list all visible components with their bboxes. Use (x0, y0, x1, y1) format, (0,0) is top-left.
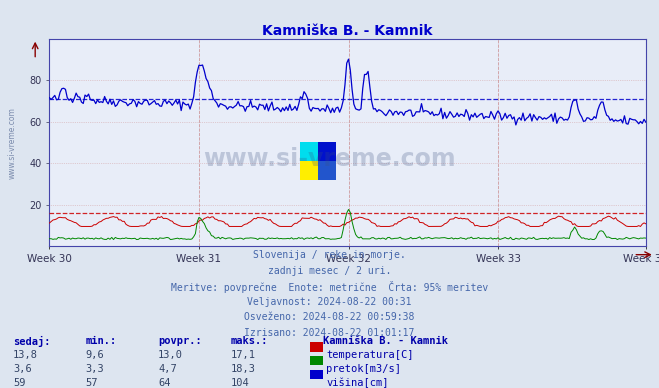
Title: Kamniška B. - Kamnik: Kamniška B. - Kamnik (262, 24, 433, 38)
Text: 13,0: 13,0 (158, 350, 183, 360)
Text: 104: 104 (231, 378, 249, 388)
Text: 18,3: 18,3 (231, 364, 256, 374)
Text: min.:: min.: (86, 336, 117, 346)
Text: pretok[m3/s]: pretok[m3/s] (326, 364, 401, 374)
Text: 4,7: 4,7 (158, 364, 177, 374)
Text: sedaj:: sedaj: (13, 336, 51, 346)
Text: 64: 64 (158, 378, 171, 388)
Text: Veljavnost: 2024-08-22 00:31: Veljavnost: 2024-08-22 00:31 (247, 297, 412, 307)
Text: Osveženo: 2024-08-22 00:59:38: Osveženo: 2024-08-22 00:59:38 (244, 312, 415, 322)
Text: Kamniška B. - Kamnik: Kamniška B. - Kamnik (323, 336, 448, 346)
Text: Slovenija / reke in morje.: Slovenija / reke in morje. (253, 250, 406, 260)
Text: povpr.:: povpr.: (158, 336, 202, 346)
Bar (300, 161, 318, 180)
Bar (318, 142, 336, 161)
Text: Izrisano: 2024-08-22 01:01:17: Izrisano: 2024-08-22 01:01:17 (244, 328, 415, 338)
Text: 9,6: 9,6 (86, 350, 104, 360)
Text: 3,6: 3,6 (13, 364, 32, 374)
Text: 3,3: 3,3 (86, 364, 104, 374)
Bar (318, 161, 336, 180)
Text: 17,1: 17,1 (231, 350, 256, 360)
Text: www.si-vreme.com: www.si-vreme.com (203, 147, 456, 171)
Text: 13,8: 13,8 (13, 350, 38, 360)
Text: Meritve: povprečne  Enote: metrične  Črta: 95% meritev: Meritve: povprečne Enote: metrične Črta:… (171, 281, 488, 293)
Text: www.si-vreme.com: www.si-vreme.com (8, 107, 17, 180)
Bar (300, 142, 318, 161)
Text: 59: 59 (13, 378, 26, 388)
Text: maks.:: maks.: (231, 336, 268, 346)
Text: zadnji mesec / 2 uri.: zadnji mesec / 2 uri. (268, 266, 391, 276)
Text: temperatura[C]: temperatura[C] (326, 350, 414, 360)
Text: višina[cm]: višina[cm] (326, 378, 389, 388)
Text: 57: 57 (86, 378, 98, 388)
